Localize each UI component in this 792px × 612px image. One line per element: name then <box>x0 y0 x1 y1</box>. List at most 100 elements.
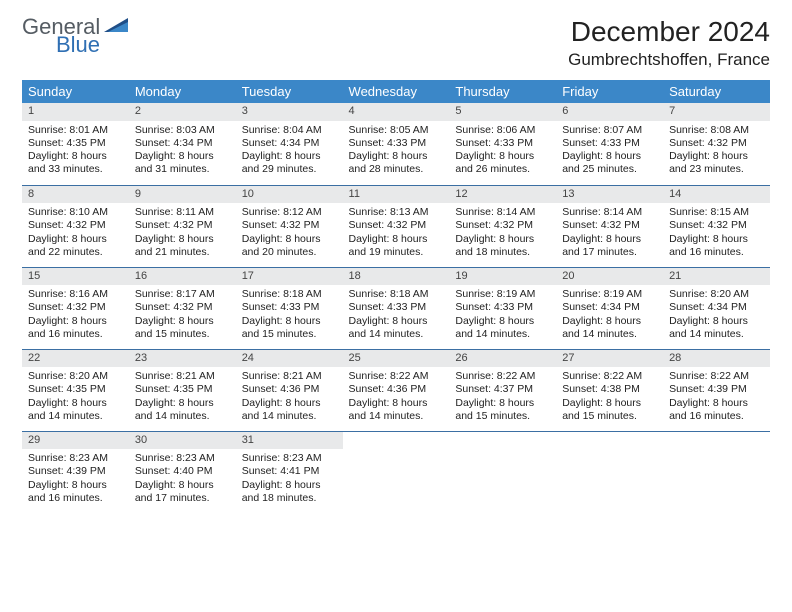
logo: General Blue <box>22 16 130 56</box>
sunset-line: Sunset: 4:40 PM <box>135 465 230 478</box>
sunrise-line: Sunrise: 8:11 AM <box>135 206 230 219</box>
calendar-day-cell: 28Sunrise: 8:22 AMSunset: 4:39 PMDayligh… <box>663 349 770 431</box>
calendar-day-cell: 7Sunrise: 8:08 AMSunset: 4:32 PMDaylight… <box>663 103 770 185</box>
title-block: December 2024 Gumbrechtshoffen, France <box>568 16 770 70</box>
day-details: Sunrise: 8:18 AMSunset: 4:33 PMDaylight:… <box>343 285 450 345</box>
sunset-line: Sunset: 4:38 PM <box>562 383 657 396</box>
day-number: 3 <box>236 103 343 121</box>
calendar-day-cell: 1Sunrise: 8:01 AMSunset: 4:35 PMDaylight… <box>22 103 129 185</box>
calendar-day-cell: 14Sunrise: 8:15 AMSunset: 4:32 PMDayligh… <box>663 185 770 267</box>
weekday-header: Sunday <box>22 80 129 103</box>
daylight-line: Daylight: 8 hours and 14 minutes. <box>349 397 444 423</box>
day-details: Sunrise: 8:22 AMSunset: 4:36 PMDaylight:… <box>343 367 450 427</box>
calendar-week-row: 15Sunrise: 8:16 AMSunset: 4:32 PMDayligh… <box>22 267 770 349</box>
calendar-day-cell: 15Sunrise: 8:16 AMSunset: 4:32 PMDayligh… <box>22 267 129 349</box>
calendar-week-row: 1Sunrise: 8:01 AMSunset: 4:35 PMDaylight… <box>22 103 770 185</box>
sunset-line: Sunset: 4:33 PM <box>455 301 550 314</box>
daylight-line: Daylight: 8 hours and 23 minutes. <box>669 150 764 176</box>
daylight-line: Daylight: 8 hours and 15 minutes. <box>135 315 230 341</box>
day-details: Sunrise: 8:15 AMSunset: 4:32 PMDaylight:… <box>663 203 770 263</box>
sunset-line: Sunset: 4:37 PM <box>455 383 550 396</box>
day-number: 22 <box>22 350 129 368</box>
day-number: 5 <box>449 103 556 121</box>
calendar-day-cell: 26Sunrise: 8:22 AMSunset: 4:37 PMDayligh… <box>449 349 556 431</box>
daylight-line: Daylight: 8 hours and 18 minutes. <box>455 233 550 259</box>
calendar-week-row: 22Sunrise: 8:20 AMSunset: 4:35 PMDayligh… <box>22 349 770 431</box>
weekday-header: Saturday <box>663 80 770 103</box>
sunrise-line: Sunrise: 8:17 AM <box>135 288 230 301</box>
sunrise-line: Sunrise: 8:23 AM <box>135 452 230 465</box>
day-details: Sunrise: 8:01 AMSunset: 4:35 PMDaylight:… <box>22 121 129 181</box>
day-details: Sunrise: 8:12 AMSunset: 4:32 PMDaylight:… <box>236 203 343 263</box>
sunrise-line: Sunrise: 8:18 AM <box>242 288 337 301</box>
calendar-day-cell: 4Sunrise: 8:05 AMSunset: 4:33 PMDaylight… <box>343 103 450 185</box>
day-details: Sunrise: 8:17 AMSunset: 4:32 PMDaylight:… <box>129 285 236 345</box>
day-number: 14 <box>663 186 770 204</box>
day-number: 29 <box>22 432 129 450</box>
sunrise-line: Sunrise: 8:13 AM <box>349 206 444 219</box>
weekday-header-row: Sunday Monday Tuesday Wednesday Thursday… <box>22 80 770 103</box>
sunrise-line: Sunrise: 8:21 AM <box>135 370 230 383</box>
sunrise-line: Sunrise: 8:08 AM <box>669 124 764 137</box>
calendar-day-cell: . <box>663 431 770 513</box>
sunrise-line: Sunrise: 8:07 AM <box>562 124 657 137</box>
daylight-line: Daylight: 8 hours and 25 minutes. <box>562 150 657 176</box>
day-details: Sunrise: 8:13 AMSunset: 4:32 PMDaylight:… <box>343 203 450 263</box>
daylight-line: Daylight: 8 hours and 14 minutes. <box>562 315 657 341</box>
sunrise-line: Sunrise: 8:06 AM <box>455 124 550 137</box>
sunset-line: Sunset: 4:32 PM <box>135 301 230 314</box>
calendar-day-cell: 11Sunrise: 8:13 AMSunset: 4:32 PMDayligh… <box>343 185 450 267</box>
daylight-line: Daylight: 8 hours and 28 minutes. <box>349 150 444 176</box>
daylight-line: Daylight: 8 hours and 15 minutes. <box>242 315 337 341</box>
day-details: Sunrise: 8:11 AMSunset: 4:32 PMDaylight:… <box>129 203 236 263</box>
calendar-day-cell: 19Sunrise: 8:19 AMSunset: 4:33 PMDayligh… <box>449 267 556 349</box>
day-number: 8 <box>22 186 129 204</box>
daylight-line: Daylight: 8 hours and 15 minutes. <box>562 397 657 423</box>
calendar-day-cell: 6Sunrise: 8:07 AMSunset: 4:33 PMDaylight… <box>556 103 663 185</box>
sunset-line: Sunset: 4:33 PM <box>349 137 444 150</box>
sunrise-line: Sunrise: 8:14 AM <box>562 206 657 219</box>
sunrise-line: Sunrise: 8:19 AM <box>562 288 657 301</box>
sunset-line: Sunset: 4:35 PM <box>28 137 123 150</box>
daylight-line: Daylight: 8 hours and 19 minutes. <box>349 233 444 259</box>
daylight-line: Daylight: 8 hours and 20 minutes. <box>242 233 337 259</box>
day-number: 26 <box>449 350 556 368</box>
sunset-line: Sunset: 4:34 PM <box>562 301 657 314</box>
calendar-day-cell: 22Sunrise: 8:20 AMSunset: 4:35 PMDayligh… <box>22 349 129 431</box>
day-number: 10 <box>236 186 343 204</box>
calendar-day-cell: 17Sunrise: 8:18 AMSunset: 4:33 PMDayligh… <box>236 267 343 349</box>
sunset-line: Sunset: 4:36 PM <box>242 383 337 396</box>
daylight-line: Daylight: 8 hours and 15 minutes. <box>455 397 550 423</box>
day-number: 21 <box>663 268 770 286</box>
day-number: 25 <box>343 350 450 368</box>
daylight-line: Daylight: 8 hours and 31 minutes. <box>135 150 230 176</box>
day-number: 24 <box>236 350 343 368</box>
day-number: 27 <box>556 350 663 368</box>
sunset-line: Sunset: 4:32 PM <box>242 219 337 232</box>
calendar-week-row: 29Sunrise: 8:23 AMSunset: 4:39 PMDayligh… <box>22 431 770 513</box>
calendar-day-cell: 20Sunrise: 8:19 AMSunset: 4:34 PMDayligh… <box>556 267 663 349</box>
day-details: Sunrise: 8:21 AMSunset: 4:36 PMDaylight:… <box>236 367 343 427</box>
sunset-line: Sunset: 4:32 PM <box>562 219 657 232</box>
sunset-line: Sunset: 4:39 PM <box>669 383 764 396</box>
sunset-line: Sunset: 4:35 PM <box>135 383 230 396</box>
day-details: Sunrise: 8:19 AMSunset: 4:33 PMDaylight:… <box>449 285 556 345</box>
sunrise-line: Sunrise: 8:23 AM <box>242 452 337 465</box>
sunrise-line: Sunrise: 8:12 AM <box>242 206 337 219</box>
daylight-line: Daylight: 8 hours and 16 minutes. <box>28 315 123 341</box>
daylight-line: Daylight: 8 hours and 21 minutes. <box>135 233 230 259</box>
calendar-table: Sunday Monday Tuesday Wednesday Thursday… <box>22 80 770 513</box>
sunset-line: Sunset: 4:32 PM <box>349 219 444 232</box>
sunset-line: Sunset: 4:41 PM <box>242 465 337 478</box>
calendar-day-cell: 2Sunrise: 8:03 AMSunset: 4:34 PMDaylight… <box>129 103 236 185</box>
daylight-line: Daylight: 8 hours and 26 minutes. <box>455 150 550 176</box>
sunrise-line: Sunrise: 8:03 AM <box>135 124 230 137</box>
day-details: Sunrise: 8:23 AMSunset: 4:40 PMDaylight:… <box>129 449 236 509</box>
sunrise-line: Sunrise: 8:15 AM <box>669 206 764 219</box>
calendar-week-row: 8Sunrise: 8:10 AMSunset: 4:32 PMDaylight… <box>22 185 770 267</box>
sunset-line: Sunset: 4:33 PM <box>455 137 550 150</box>
calendar-day-cell: 9Sunrise: 8:11 AMSunset: 4:32 PMDaylight… <box>129 185 236 267</box>
day-number: 28 <box>663 350 770 368</box>
day-details: Sunrise: 8:21 AMSunset: 4:35 PMDaylight:… <box>129 367 236 427</box>
day-number: 23 <box>129 350 236 368</box>
